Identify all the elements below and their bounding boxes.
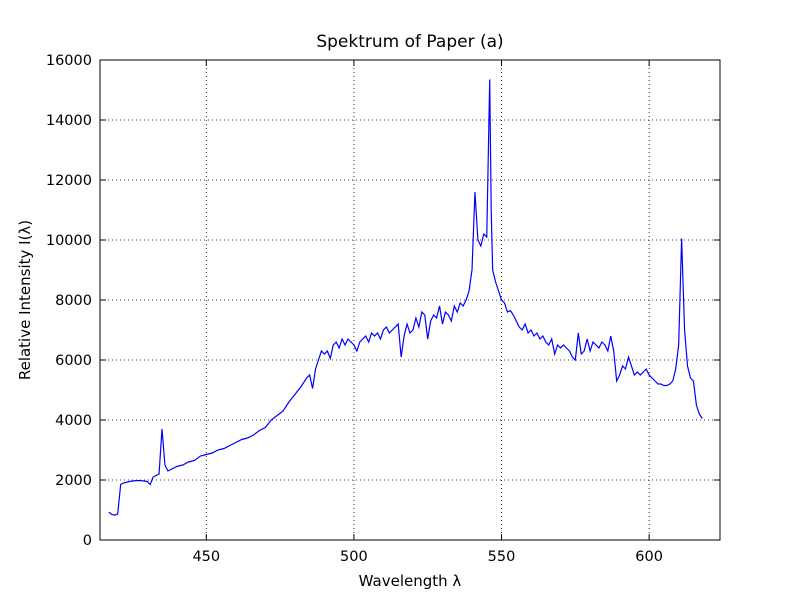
y-tick-label: 4000 — [55, 413, 92, 429]
y-tick-label: 2000 — [55, 473, 92, 489]
x-tick-label: 600 — [635, 549, 663, 565]
x-axis-label: Wavelength λ — [359, 572, 462, 590]
y-tick-label: 8000 — [55, 293, 92, 309]
plot-frame — [99, 59, 721, 541]
chart-title: Spektrum of Paper (a) — [316, 32, 503, 52]
y-axis-label: Relative Intensity I(λ) — [16, 220, 34, 380]
x-tick-label: 500 — [340, 549, 368, 565]
y-tick-label: 10000 — [46, 233, 92, 249]
y-tick-label: 12000 — [46, 173, 92, 189]
x-tick-label: 550 — [488, 549, 516, 565]
y-tick-label: 14000 — [46, 113, 92, 129]
x-tick-label: 450 — [192, 549, 220, 565]
spectrum-line — [108, 79, 703, 516]
y-tick-label: 6000 — [55, 353, 92, 369]
y-tick-label: 0 — [83, 533, 92, 549]
y-tick-label: 16000 — [46, 53, 92, 69]
